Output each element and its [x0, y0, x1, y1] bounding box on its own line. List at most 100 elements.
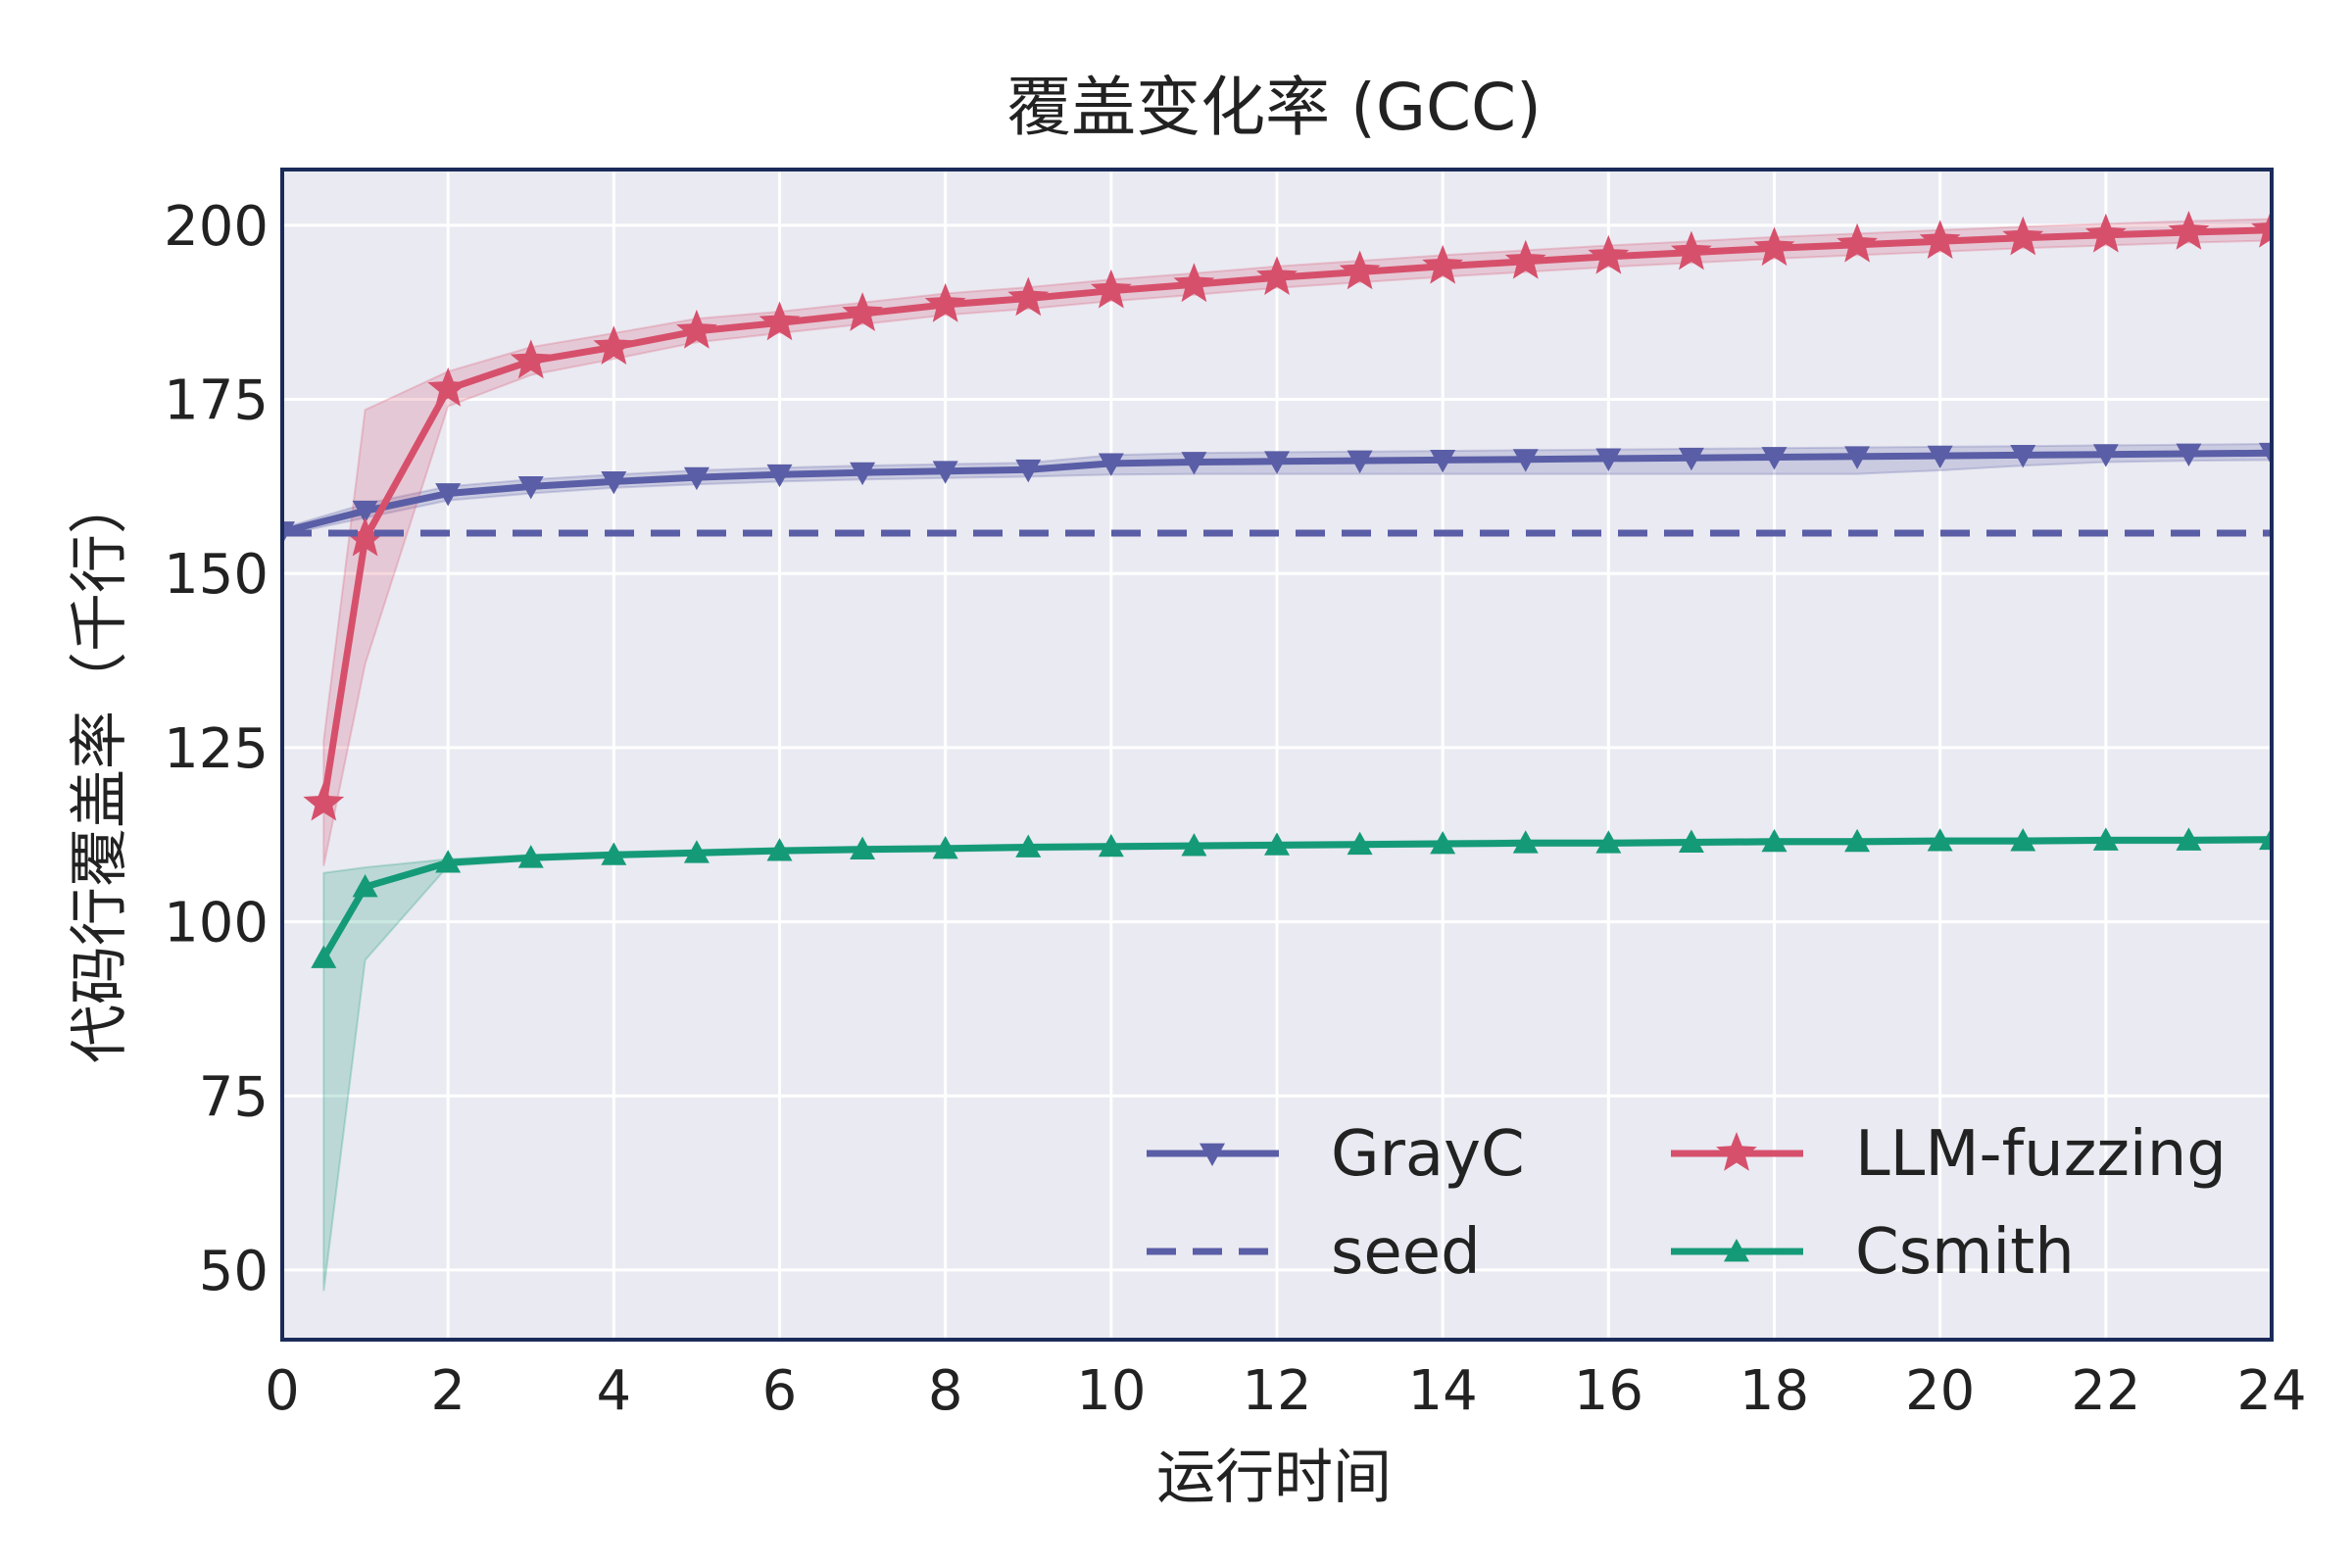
x-tick-label: 4	[597, 1359, 632, 1423]
triangle-up-marker	[1264, 832, 1290, 856]
star-marker	[427, 367, 469, 407]
chart-title: 覆盖变化率 (GCC)	[1006, 70, 1542, 145]
triangle-up-marker	[850, 836, 876, 860]
legend-item-csmith: Csmith	[1671, 1216, 2075, 1289]
triangle-up-marker	[1678, 829, 1704, 853]
y-tick-label: 125	[164, 717, 269, 781]
star-marker	[1671, 230, 1712, 270]
triangle-up-marker	[1512, 830, 1539, 854]
y-tick-label: 200	[164, 195, 269, 259]
plot-series	[282, 208, 2272, 1292]
triangle-down-marker	[1678, 447, 1704, 471]
triangle-down-marker	[1927, 445, 1953, 469]
triangle-up-marker	[1098, 833, 1124, 858]
x-tick-label: 6	[762, 1359, 798, 1423]
series-csmith	[311, 826, 2272, 968]
star-marker	[924, 282, 966, 322]
series-llm-fuzzing	[303, 208, 2272, 821]
triangle-up-marker	[2092, 827, 2119, 851]
triangle-down-marker	[1761, 447, 1788, 470]
triangle-down-marker	[2176, 443, 2202, 466]
x-tick-label: 8	[928, 1359, 963, 1423]
star-marker	[1716, 1132, 1757, 1171]
triangle-up-marker	[352, 874, 378, 898]
triangle-down-marker	[435, 483, 462, 507]
triangle-up-marker	[766, 838, 793, 861]
legend-item-grayc: GrayC	[1147, 1118, 1525, 1191]
legend-label: Csmith	[1855, 1216, 2075, 1289]
legend-item-llm-fuzzing: LLM-fuzzing	[1671, 1118, 2227, 1191]
triangle-up-marker	[683, 840, 710, 863]
x-tick-label: 20	[1905, 1359, 1975, 1423]
star-marker	[1919, 220, 1961, 259]
x-tick-label: 14	[1408, 1359, 1478, 1423]
y-tick-label: 50	[199, 1240, 269, 1303]
star-marker	[1837, 222, 1878, 263]
star-marker	[1256, 256, 1298, 295]
y-tick-label: 100	[164, 892, 269, 956]
triangle-up-marker	[2259, 826, 2272, 851]
triangle-up-marker	[1347, 831, 1373, 856]
star-marker	[303, 781, 345, 821]
triangle-down-marker	[1181, 452, 1207, 475]
triangle-up-marker	[1724, 1239, 1749, 1262]
legend: GrayC LLM-fuzzing seed Csmith	[1147, 1118, 2227, 1289]
triangle-down-marker	[932, 461, 958, 484]
legend-label: seed	[1331, 1216, 1481, 1289]
y-axis-label: 代码行覆盖率（千行）	[66, 475, 134, 1063]
x-tick-label: 24	[2236, 1359, 2306, 1423]
x-axis-label: 运行时间	[1156, 1444, 1392, 1512]
legend-label: LLM-fuzzing	[1855, 1118, 2227, 1191]
triangle-down-marker	[1512, 449, 1539, 472]
triangle-down-marker	[1430, 449, 1456, 473]
triangle-up-marker	[1430, 830, 1456, 855]
y-tick-label: 175	[164, 369, 269, 433]
star-marker	[593, 325, 635, 365]
x-tick-label: 18	[1740, 1359, 1809, 1423]
star-marker	[1173, 263, 1215, 303]
x-tick-label: 10	[1076, 1359, 1146, 1423]
star-marker	[2251, 208, 2272, 248]
triangle-down-marker	[1015, 459, 1042, 483]
triangle-up-marker	[2176, 827, 2202, 851]
star-marker	[1588, 234, 1630, 274]
triangle-up-marker	[1181, 833, 1207, 857]
star-marker	[2002, 216, 2044, 256]
star-marker	[510, 339, 552, 379]
triangle-down-marker	[282, 521, 295, 545]
star-marker	[1007, 276, 1050, 317]
triangle-down-marker	[1200, 1143, 1225, 1166]
legend-item-seed: seed	[1147, 1216, 1481, 1289]
star-marker	[1753, 226, 1795, 267]
triangle-up-marker	[601, 842, 627, 865]
triangle-down-marker	[601, 471, 627, 495]
triangle-up-marker	[1015, 834, 1042, 858]
triangle-down-marker	[1098, 453, 1124, 476]
x-tick-label: 12	[1242, 1359, 1311, 1423]
triangle-up-marker	[2010, 828, 2036, 852]
legend-label: GrayC	[1331, 1118, 1525, 1191]
triangle-down-marker	[1595, 448, 1622, 471]
star-marker	[344, 516, 386, 557]
triangle-down-marker	[2259, 442, 2272, 466]
triangle-up-marker	[311, 945, 337, 968]
triangle-down-marker	[1264, 451, 1290, 474]
star-marker	[759, 301, 801, 341]
triangle-up-marker	[1844, 828, 1871, 853]
triangle-down-marker	[1844, 446, 1871, 469]
triangle-down-marker	[2092, 444, 2119, 467]
triangle-down-marker	[2010, 444, 2036, 468]
y-tick-label: 150	[164, 543, 269, 607]
star-marker	[2168, 211, 2210, 250]
triangle-down-marker	[1347, 450, 1373, 474]
star-marker	[842, 292, 883, 331]
triangle-up-marker	[1927, 828, 1953, 852]
star-marker	[1339, 250, 1381, 290]
star-marker	[1504, 239, 1546, 279]
star-marker	[676, 309, 717, 349]
star-marker	[1090, 269, 1132, 309]
x-tick-label: 0	[265, 1359, 300, 1423]
